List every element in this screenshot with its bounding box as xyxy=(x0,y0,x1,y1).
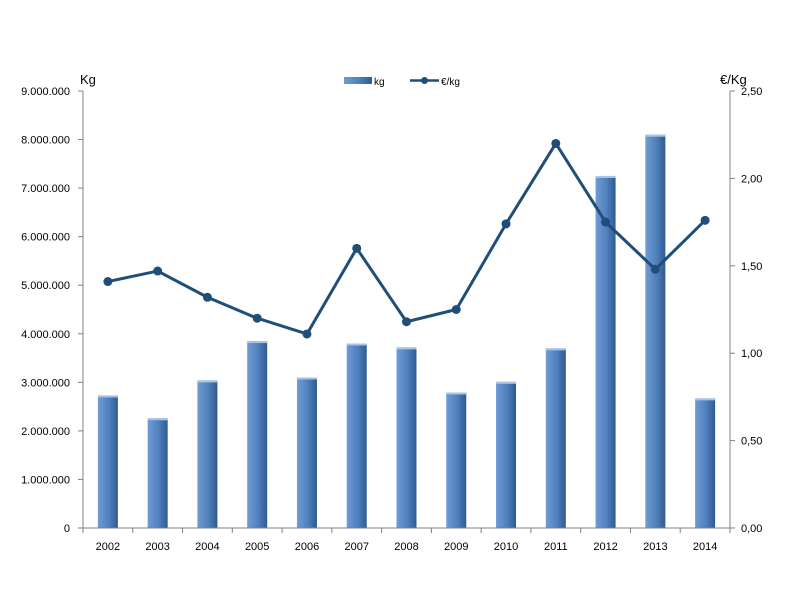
bar-2008 xyxy=(396,347,417,528)
price-point-2013 xyxy=(650,264,660,274)
bar-top-2013 xyxy=(645,134,666,137)
tick-labels: 0 1.000.000 2.000.000 3.000.000 4.000.000 5.0… xyxy=(21,86,762,553)
x-tick-label-2010: 2010 xyxy=(494,541,518,553)
bar-2007 xyxy=(346,343,367,528)
x-tick-label-2002: 2002 xyxy=(96,541,120,553)
x-tick-label-2009: 2009 xyxy=(444,541,468,553)
y-right-tick-label: 0,50 xyxy=(741,436,762,448)
legend-bar-label: kg xyxy=(374,77,385,88)
x-tick-label-2003: 2003 xyxy=(145,541,169,553)
y-right-tick-label: 1,50 xyxy=(741,261,762,273)
x-tick-label-2014: 2014 xyxy=(693,541,717,553)
bar-2010 xyxy=(496,381,517,528)
y-left-tick-label: 6.000.000 xyxy=(21,232,70,244)
bar-2005 xyxy=(247,341,268,528)
y-right-tick-label: 0,00 xyxy=(741,523,762,535)
bar-2006 xyxy=(296,377,317,528)
legend-line-marker xyxy=(421,77,428,84)
x-tick-label-2012: 2012 xyxy=(593,541,617,553)
x-tick-label-2007: 2007 xyxy=(344,541,368,553)
price-point-2014 xyxy=(700,215,710,225)
y-right-tick-label: 2,50 xyxy=(741,86,762,98)
y-left-tick-label: 4.000.000 xyxy=(21,329,70,341)
line-series xyxy=(103,138,710,339)
legend-bar-swatch xyxy=(344,77,372,84)
bar-series xyxy=(97,134,716,528)
legend-line-label: €/kg xyxy=(441,77,460,88)
price-point-2003 xyxy=(153,266,163,276)
price-point-2005 xyxy=(252,313,262,323)
bar-2002 xyxy=(97,395,118,528)
bar-top-2003 xyxy=(147,418,168,421)
price-point-2006 xyxy=(302,329,312,339)
y-left-tick-label: 1.000.000 xyxy=(21,474,70,486)
price-point-2012 xyxy=(601,217,611,227)
x-tick-label-2008: 2008 xyxy=(394,541,418,553)
x-tick-label-2013: 2013 xyxy=(643,541,667,553)
price-point-2010 xyxy=(501,219,511,229)
y-left-tick-label: 9.000.000 xyxy=(21,86,70,98)
y-right-axis-title: €/Kg xyxy=(720,72,747,87)
price-point-2007 xyxy=(352,243,362,253)
legend: kg €/kg xyxy=(344,77,460,88)
bar-top-2004 xyxy=(197,380,218,383)
y-left-tick-label: 2.000.000 xyxy=(21,426,70,438)
bar-top-2002 xyxy=(97,395,118,398)
bar-2003 xyxy=(147,418,168,528)
y-left-tick-label: 3.000.000 xyxy=(21,377,70,389)
bar-2011 xyxy=(545,348,566,528)
x-tick-label-2005: 2005 xyxy=(245,541,269,553)
y-left-axis-title: Kg xyxy=(80,72,96,87)
y-left-tick-label: 5.000.000 xyxy=(21,280,70,292)
price-point-2011 xyxy=(551,138,561,148)
y-right-tick-label: 1,00 xyxy=(741,348,762,360)
bar-top-2007 xyxy=(346,343,367,346)
x-tick-label-2006: 2006 xyxy=(295,541,319,553)
bar-2014 xyxy=(695,398,716,528)
bar-top-2011 xyxy=(545,348,566,351)
bar-top-2009 xyxy=(446,392,467,395)
x-tick-label-2004: 2004 xyxy=(195,541,219,553)
price-point-2002 xyxy=(103,277,113,287)
y-right-tick-label: 2,00 xyxy=(741,173,762,185)
bar-top-2014 xyxy=(695,398,716,401)
axes xyxy=(78,90,735,533)
x-tick-label-2011: 2011 xyxy=(544,541,568,553)
bar-top-2006 xyxy=(296,377,317,380)
bar-2009 xyxy=(446,392,467,528)
bar-top-2010 xyxy=(496,381,517,384)
price-point-2008 xyxy=(402,317,411,327)
bar-top-2008 xyxy=(396,347,417,350)
bar-2012 xyxy=(595,175,616,528)
y-left-tick-label: 0 xyxy=(64,523,70,535)
bar-2013 xyxy=(645,134,666,528)
bar-top-2012 xyxy=(595,175,616,178)
bar-2004 xyxy=(197,380,218,528)
y-left-tick-label: 7.000.000 xyxy=(21,183,70,195)
price-point-2009 xyxy=(451,305,461,314)
y-left-tick-label: 8.000.000 xyxy=(21,135,70,147)
bar-top-2005 xyxy=(247,341,268,344)
price-point-2004 xyxy=(202,292,212,302)
